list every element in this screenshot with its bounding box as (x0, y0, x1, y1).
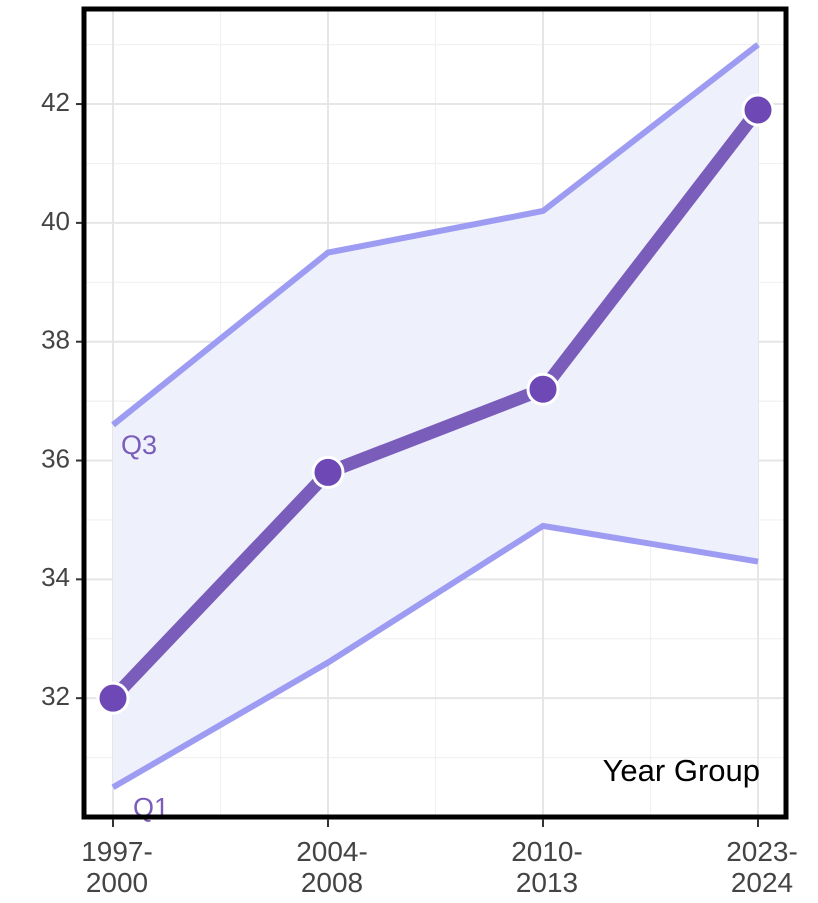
x-tick-label: 2023-2024 (726, 836, 798, 898)
x-axis-label: Year Group (603, 753, 760, 788)
quartile-line (111, 42, 760, 428)
series-label: Q3 (121, 430, 157, 460)
x-tick-label: 1997-2000 (81, 836, 153, 898)
median-point (526, 372, 560, 406)
y-tick-label: 34 (41, 562, 70, 592)
median-point (96, 681, 130, 715)
iqr-band (113, 44, 758, 788)
x-tick-label: 2010-2013 (511, 836, 583, 898)
plot-border (81, 6, 789, 820)
y-tick-label: 38 (41, 325, 70, 355)
median-point (311, 455, 345, 489)
y-tick-label: 36 (41, 443, 70, 473)
median-point (741, 93, 775, 127)
y-tick-label: 40 (41, 206, 70, 236)
quartile-line (111, 522, 759, 790)
y-tick-label: 32 (41, 681, 70, 711)
y-tick-label: 42 (41, 87, 70, 117)
x-tick-label: 2004-2008 (296, 836, 368, 898)
median-line (108, 106, 764, 703)
